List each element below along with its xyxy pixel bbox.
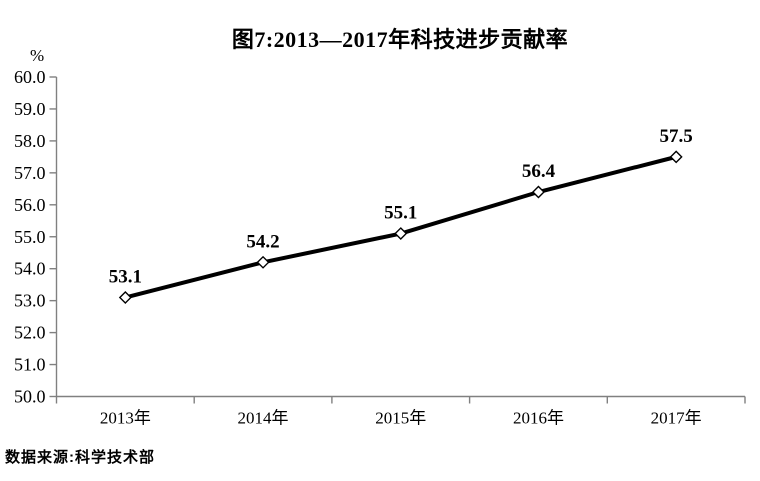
y-axis-tick-label: 54.0 [14,259,46,279]
x-axis-category-label: 2013年 [100,409,151,428]
y-axis-tick-label: 56.0 [14,195,46,215]
data-point-marker [394,227,408,241]
y-axis-tick-label: 52.0 [14,323,46,343]
y-axis-tick-label: 50.0 [14,387,46,407]
x-axis-category-label: 2016年 [513,409,564,428]
data-point-label: 57.5 [660,126,693,147]
data-point-marker [669,150,683,164]
y-axis-tick-label: 51.0 [14,355,46,375]
chart-title: 图7:2013—2017年科技进步贡献率 [231,27,569,52]
data-point-marker [118,290,132,304]
data-point-label: 53.1 [109,266,142,287]
x-axis-category-label: 2014年 [238,409,289,428]
x-axis-category-label: 2017年 [651,409,702,428]
y-axis-tick-label: 58.0 [14,131,46,151]
y-axis-tick-label: 55.0 [14,227,46,247]
y-axis-tick-label: 60.0 [14,67,46,87]
y-axis-tick-label: 59.0 [14,99,46,119]
data-source-note: 数据来源:科学技术部 [5,449,155,466]
data-point-label: 54.2 [246,231,279,252]
data-point-label: 55.1 [384,203,417,224]
y-axis-tick-label: 57.0 [14,163,46,183]
data-point-marker [531,185,545,199]
data-point-marker [256,255,270,269]
y-axis-unit-label: % [30,46,45,65]
y-axis-tick-label: 53.0 [14,291,46,311]
x-axis-category-label: 2015年 [375,409,426,428]
data-point-label: 56.4 [522,161,556,182]
